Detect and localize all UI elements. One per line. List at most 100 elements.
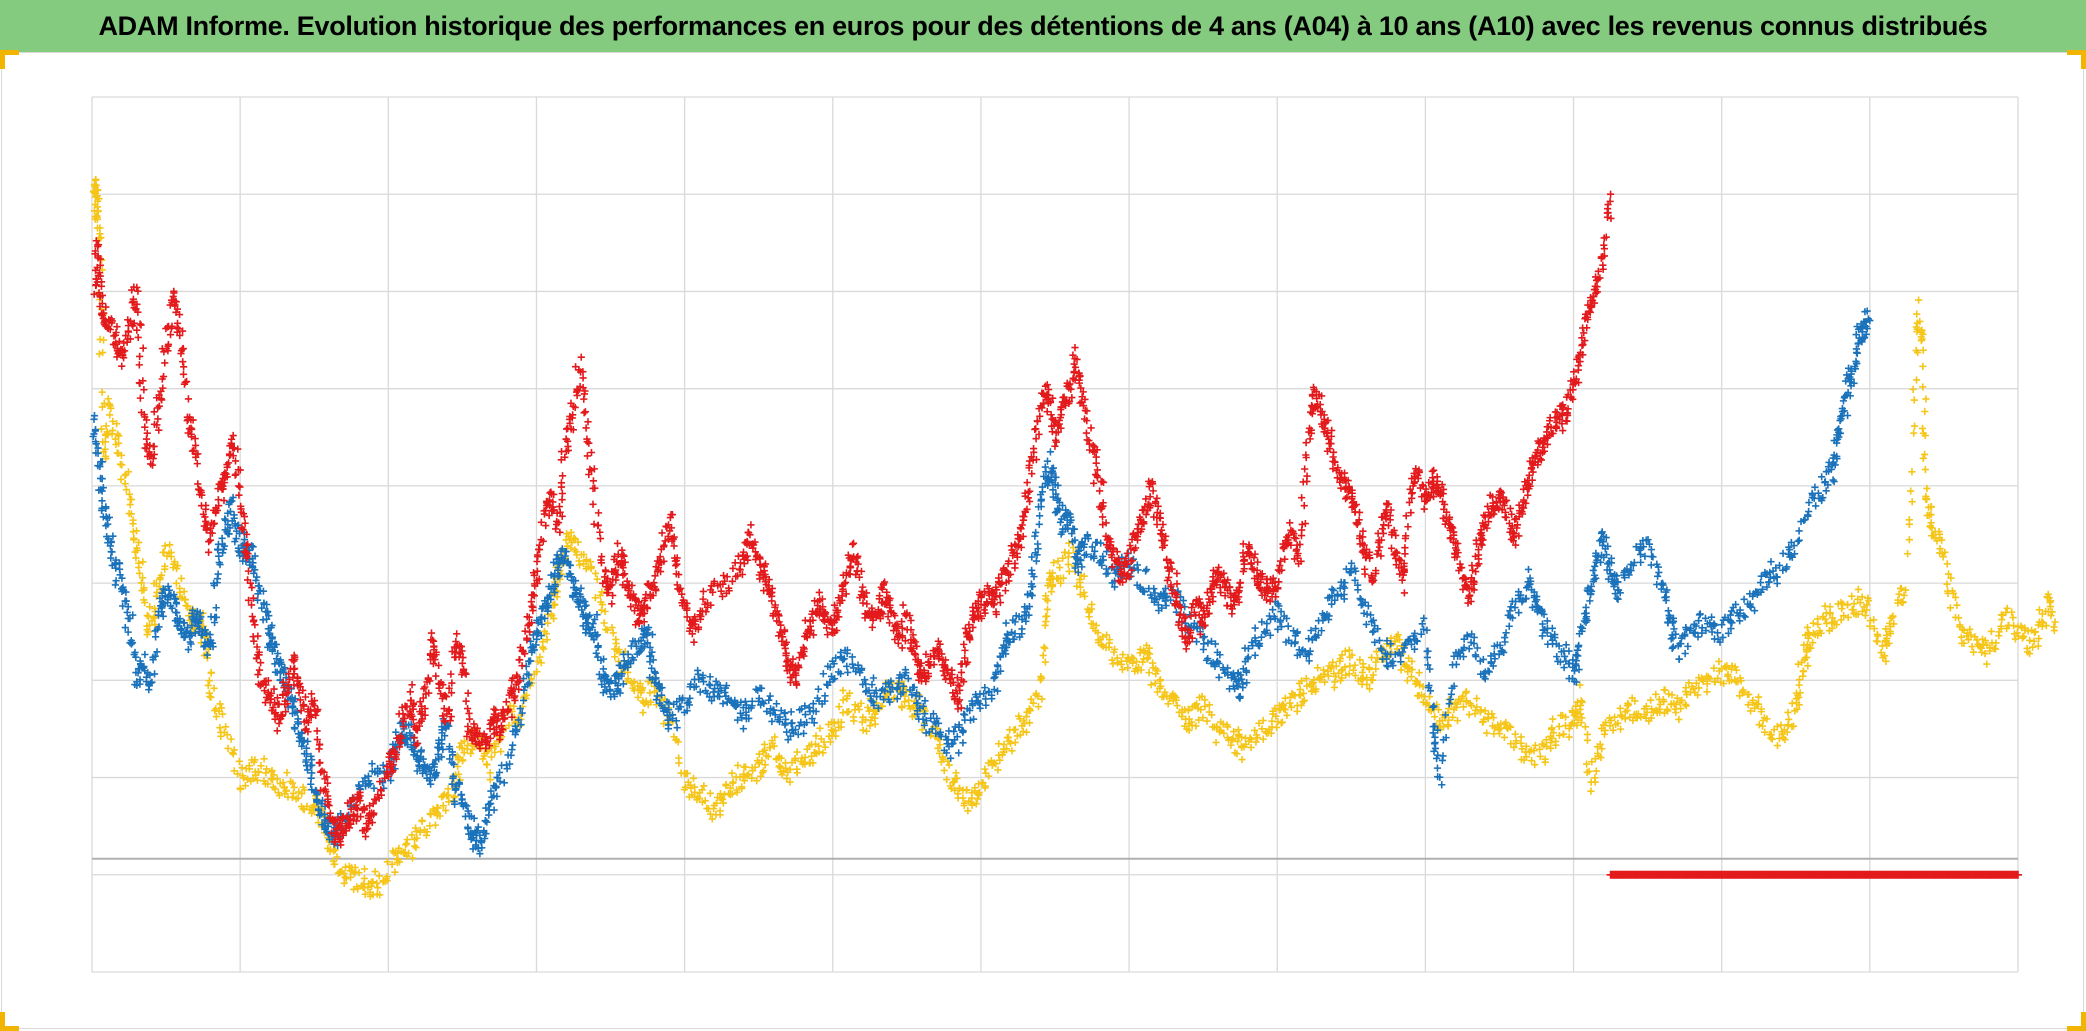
data-point xyxy=(751,763,759,771)
data-point xyxy=(639,708,647,717)
data-point xyxy=(1921,431,1929,440)
data-point xyxy=(193,460,201,468)
data-point xyxy=(946,782,954,790)
data-point xyxy=(144,628,153,636)
data-point xyxy=(1844,601,1852,609)
data-point xyxy=(1695,611,1704,619)
data-point xyxy=(137,579,145,587)
data-point xyxy=(290,783,298,792)
data-point xyxy=(544,619,552,627)
data-point xyxy=(412,843,420,852)
data-point xyxy=(204,681,212,690)
data-point xyxy=(1234,726,1243,734)
data-point xyxy=(96,474,105,482)
data-point xyxy=(1714,674,1722,682)
data-point xyxy=(716,807,724,815)
data-point xyxy=(1192,722,1200,730)
data-point xyxy=(1224,723,1232,731)
data-point xyxy=(1136,645,1145,654)
data-point xyxy=(615,648,623,656)
data-point xyxy=(1501,633,1509,642)
data-point xyxy=(787,708,795,716)
data-point xyxy=(101,445,109,453)
data-point xyxy=(315,745,323,753)
data-point xyxy=(1302,674,1310,683)
data-point xyxy=(436,812,444,820)
data-point xyxy=(634,693,642,701)
data-point xyxy=(1293,707,1301,715)
data-point xyxy=(759,767,768,775)
data-point xyxy=(1923,484,1931,493)
data-point xyxy=(1278,718,1286,726)
data-point xyxy=(1812,502,1820,510)
data-point xyxy=(1453,717,1462,725)
data-point xyxy=(768,737,776,745)
data-point xyxy=(1434,706,1443,714)
data-point xyxy=(1829,476,1837,484)
data-point xyxy=(1041,644,1049,652)
data-point xyxy=(1678,696,1686,704)
data-point xyxy=(1185,726,1193,734)
data-point xyxy=(452,637,460,646)
data-point xyxy=(845,707,853,716)
data-point xyxy=(608,624,616,632)
data-point xyxy=(1300,696,1308,704)
data-point xyxy=(205,538,213,546)
data-point xyxy=(388,860,396,868)
data-point xyxy=(1740,688,1748,697)
data-point xyxy=(647,698,655,706)
data-point xyxy=(1459,653,1468,661)
data-point xyxy=(981,765,989,773)
data-point xyxy=(1803,653,1811,662)
data-point xyxy=(1047,588,1056,596)
data-point xyxy=(1481,707,1489,715)
data-point xyxy=(1799,667,1807,675)
data-point xyxy=(812,732,820,740)
data-point xyxy=(1279,700,1287,708)
data-point xyxy=(483,748,491,756)
data-point xyxy=(250,758,258,766)
data-point xyxy=(1046,448,1055,456)
data-point xyxy=(609,629,617,637)
data-point xyxy=(1597,753,1605,762)
data-point xyxy=(1780,726,1788,734)
data-point xyxy=(1864,596,1873,605)
data-point xyxy=(760,740,769,749)
data-point xyxy=(786,765,794,773)
data-point xyxy=(486,776,494,784)
data-point xyxy=(1741,613,1749,621)
data-point xyxy=(1263,619,1271,628)
data-point xyxy=(99,438,107,446)
data-point xyxy=(1331,678,1339,686)
data-point xyxy=(166,541,174,549)
data-point xyxy=(1522,753,1530,761)
data-point xyxy=(1198,692,1206,700)
data-point xyxy=(598,600,606,609)
data-point xyxy=(1076,583,1085,591)
data-point xyxy=(801,753,809,762)
data-point xyxy=(978,778,986,787)
data-point xyxy=(210,684,218,692)
data-point xyxy=(490,740,499,748)
data-point xyxy=(1751,704,1759,712)
data-point xyxy=(427,810,435,819)
data-point xyxy=(1778,730,1786,738)
data-point xyxy=(1822,487,1830,495)
data-point xyxy=(1773,741,1782,750)
data-point xyxy=(1351,671,1360,680)
data-point xyxy=(245,765,253,773)
data-point xyxy=(1881,652,1889,660)
data-point xyxy=(135,563,143,571)
data-point xyxy=(395,858,404,866)
data-point xyxy=(848,653,856,661)
data-point xyxy=(901,692,909,700)
data-point xyxy=(1007,739,1015,747)
data-point xyxy=(778,771,786,779)
data-point xyxy=(981,684,989,692)
data-point xyxy=(1431,713,1439,721)
data-point xyxy=(205,689,214,697)
data-point xyxy=(218,710,227,718)
data-point xyxy=(255,666,264,674)
data-point xyxy=(241,782,250,790)
